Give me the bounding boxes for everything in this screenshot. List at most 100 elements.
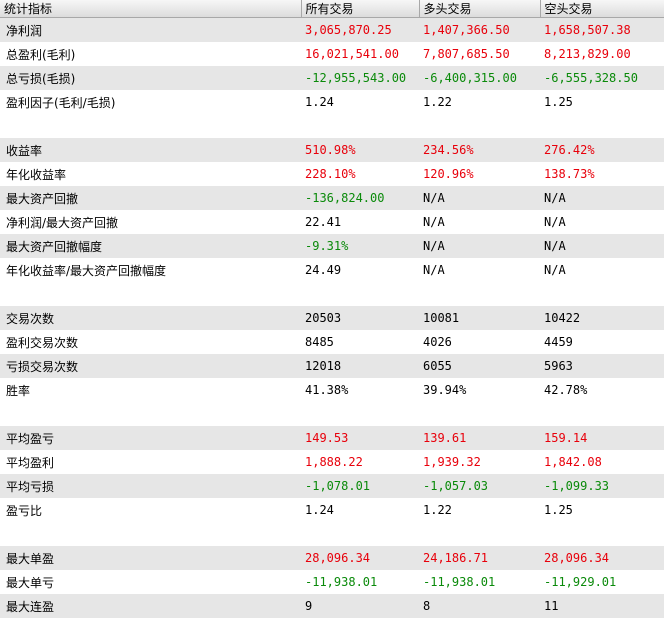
value-all-trades: 9 bbox=[301, 594, 419, 618]
metric-label: 年化收益率 bbox=[0, 162, 301, 186]
value-long-trades: N/A bbox=[419, 234, 540, 258]
value-long-trades: 120.96% bbox=[419, 162, 540, 186]
value-short-trades: 1.25 bbox=[540, 498, 664, 522]
value-long-trades: 24,186.71 bbox=[419, 546, 540, 570]
metric-label: 盈利因子(毛利/毛损) bbox=[0, 90, 301, 114]
metric-label: 总盈利(毛利) bbox=[0, 42, 301, 66]
value-all-trades: 3,065,870.25 bbox=[301, 18, 419, 43]
value-all-trades: -136,824.00 bbox=[301, 186, 419, 210]
metric-label: 盈亏比 bbox=[0, 498, 301, 522]
value-all-trades: 24.49 bbox=[301, 258, 419, 282]
spacer-cell bbox=[0, 522, 664, 546]
spacer-cell bbox=[0, 282, 664, 306]
value-long-trades: 10081 bbox=[419, 306, 540, 330]
value-all-trades: 20503 bbox=[301, 306, 419, 330]
value-short-trades: -1,099.33 bbox=[540, 474, 664, 498]
metric-label: 最大单盈 bbox=[0, 546, 301, 570]
metric-label: 总亏损(毛损) bbox=[0, 66, 301, 90]
value-long-trades: N/A bbox=[419, 210, 540, 234]
value-long-trades: 1,939.32 bbox=[419, 450, 540, 474]
value-long-trades: N/A bbox=[419, 186, 540, 210]
metric-label: 盈利交易次数 bbox=[0, 330, 301, 354]
header-short-trades[interactable]: 空头交易 bbox=[540, 0, 664, 18]
value-short-trades: N/A bbox=[540, 234, 664, 258]
header-row: 统计指标 所有交易 多头交易 空头交易 bbox=[0, 0, 664, 18]
value-all-trades: -11,938.01 bbox=[301, 570, 419, 594]
header-all-trades[interactable]: 所有交易 bbox=[301, 0, 419, 18]
value-long-trades: 7,807,685.50 bbox=[419, 42, 540, 66]
value-short-trades: 5963 bbox=[540, 354, 664, 378]
value-long-trades: 1,407,366.50 bbox=[419, 18, 540, 43]
value-long-trades: 6055 bbox=[419, 354, 540, 378]
value-all-trades: 228.10% bbox=[301, 162, 419, 186]
value-short-trades: 42.78% bbox=[540, 378, 664, 402]
header-long-trades[interactable]: 多头交易 bbox=[419, 0, 540, 18]
value-all-trades: 41.38% bbox=[301, 378, 419, 402]
metric-label: 平均盈亏 bbox=[0, 426, 301, 450]
value-all-trades: 1.24 bbox=[301, 90, 419, 114]
table-row[interactable]: 最大单亏-11,938.01-11,938.01-11,929.01 bbox=[0, 570, 664, 594]
spacer-cell bbox=[0, 114, 664, 138]
value-short-trades: 1.25 bbox=[540, 90, 664, 114]
value-short-trades: 1,658,507.38 bbox=[540, 18, 664, 43]
value-all-trades: 149.53 bbox=[301, 426, 419, 450]
value-long-trades: 139.61 bbox=[419, 426, 540, 450]
spacer-cell bbox=[0, 402, 664, 426]
metric-label: 最大资产回撤幅度 bbox=[0, 234, 301, 258]
value-all-trades: 22.41 bbox=[301, 210, 419, 234]
group-spacer bbox=[0, 402, 664, 426]
value-long-trades: 39.94% bbox=[419, 378, 540, 402]
value-short-trades: N/A bbox=[540, 186, 664, 210]
value-all-trades: -1,078.01 bbox=[301, 474, 419, 498]
value-short-trades: -11,929.01 bbox=[540, 570, 664, 594]
table-row[interactable]: 总亏损(毛损)-12,955,543.00-6,400,315.00-6,555… bbox=[0, 66, 664, 90]
metric-label: 最大资产回撤 bbox=[0, 186, 301, 210]
value-short-trades: -6,555,328.50 bbox=[540, 66, 664, 90]
value-long-trades: 1.22 bbox=[419, 498, 540, 522]
group-spacer bbox=[0, 522, 664, 546]
value-long-trades: -1,057.03 bbox=[419, 474, 540, 498]
metric-label: 交易次数 bbox=[0, 306, 301, 330]
metric-label: 收益率 bbox=[0, 138, 301, 162]
value-short-trades: N/A bbox=[540, 210, 664, 234]
metric-label: 平均盈利 bbox=[0, 450, 301, 474]
value-short-trades: 4459 bbox=[540, 330, 664, 354]
value-all-trades: 1,888.22 bbox=[301, 450, 419, 474]
value-short-trades: 28,096.34 bbox=[540, 546, 664, 570]
value-long-trades: N/A bbox=[419, 258, 540, 282]
metric-label: 净利润/最大资产回撤 bbox=[0, 210, 301, 234]
header-metric[interactable]: 统计指标 bbox=[0, 0, 301, 18]
group-spacer bbox=[0, 282, 664, 306]
value-all-trades: 1.24 bbox=[301, 498, 419, 522]
value-all-trades: 12018 bbox=[301, 354, 419, 378]
value-short-trades: 276.42% bbox=[540, 138, 664, 162]
table-row[interactable]: 平均亏损-1,078.01-1,057.03-1,099.33 bbox=[0, 474, 664, 498]
group-spacer bbox=[0, 114, 664, 138]
value-short-trades: 159.14 bbox=[540, 426, 664, 450]
metric-label: 净利润 bbox=[0, 18, 301, 43]
value-short-trades: 11 bbox=[540, 594, 664, 618]
metric-label: 亏损交易次数 bbox=[0, 354, 301, 378]
value-short-trades: 138.73% bbox=[540, 162, 664, 186]
value-long-trades: 4026 bbox=[419, 330, 540, 354]
